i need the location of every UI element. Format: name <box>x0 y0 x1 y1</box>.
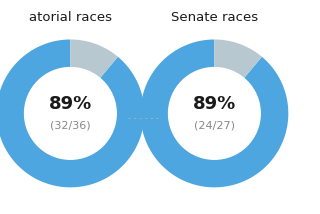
Text: atorial races: atorial races <box>29 10 112 24</box>
Text: 89%: 89% <box>49 95 92 113</box>
Text: (24/27): (24/27) <box>194 120 235 130</box>
Text: 89%: 89% <box>193 95 236 113</box>
Text: Senate races: Senate races <box>171 10 258 24</box>
Text: (32/36): (32/36) <box>50 120 91 130</box>
Circle shape <box>25 68 116 159</box>
Polygon shape <box>0 40 144 187</box>
Circle shape <box>169 68 260 159</box>
Polygon shape <box>214 40 262 78</box>
Polygon shape <box>70 40 118 78</box>
Polygon shape <box>140 40 288 187</box>
